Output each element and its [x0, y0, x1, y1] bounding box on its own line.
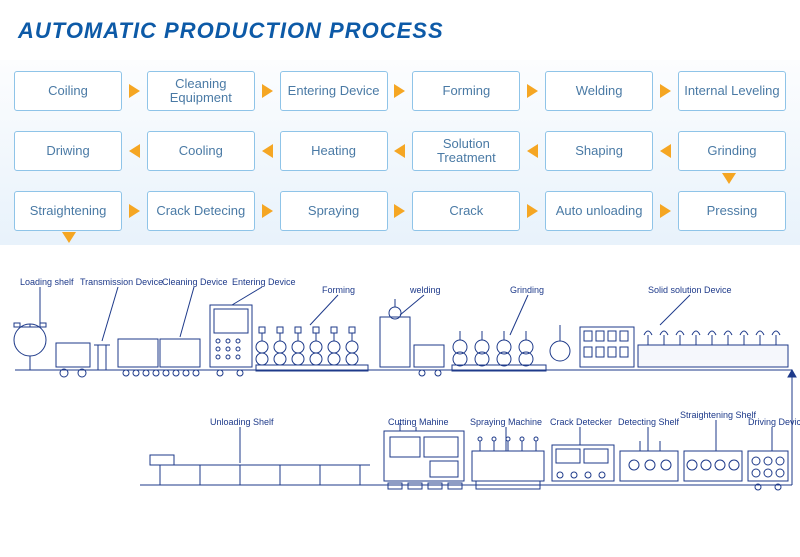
flowchart-area: Coiling Cleaning Equipment Entering Device…	[0, 60, 800, 245]
flow-row: Coiling Cleaning Equipment Entering Device…	[14, 70, 786, 112]
flow-row: Straightening Crack Detecing Spraying Crack…	[14, 190, 786, 232]
arrow-left-icon	[129, 144, 140, 158]
machine-label: Cleaning Device	[162, 277, 228, 287]
arrow-left-icon	[394, 144, 405, 158]
machine-label: Detecting Shelf	[618, 417, 679, 427]
arrow-right-icon	[527, 84, 538, 98]
process-box: Pressing	[678, 191, 786, 231]
process-box: Welding	[545, 71, 653, 111]
arrow-left-icon	[262, 144, 273, 158]
arrow-right-icon	[129, 204, 140, 218]
arrow-down-icon	[722, 173, 736, 191]
arrow-down-icon	[62, 232, 76, 250]
machine-label: Loading shelf	[20, 277, 74, 287]
arrow-right-icon	[394, 204, 405, 218]
machine-label: Unloading Shelf	[210, 417, 274, 427]
process-box: Crack	[412, 191, 520, 231]
arrow-right-icon	[129, 84, 140, 98]
process-box: Driwing	[14, 131, 122, 171]
arrow-right-icon	[660, 84, 671, 98]
machine-label: Grinding	[510, 285, 544, 295]
machine-label: welding	[410, 285, 441, 295]
machine-label: Forming	[322, 285, 355, 295]
page-title: AUTOMATIC PRODUCTION PROCESS	[0, 0, 800, 44]
flow-row: Driwing Cooling Heating Solution Treatment S…	[14, 130, 786, 172]
schematic-diagram: Loading shelf Transmission DeviceCleaning…	[0, 255, 800, 555]
process-box: Solution Treatment	[412, 131, 520, 171]
arrow-right-icon	[262, 204, 273, 218]
process-box: Entering Device	[280, 71, 388, 111]
process-box: Coiling	[14, 71, 122, 111]
process-box: Forming	[412, 71, 520, 111]
arrow-right-icon	[394, 84, 405, 98]
process-box: Cleaning Equipment	[147, 71, 255, 111]
machine-label: Solid solution Device	[648, 285, 732, 295]
process-box: Auto unloading	[545, 191, 653, 231]
machinery-drawing	[0, 255, 800, 555]
process-box: Internal Leveling	[678, 71, 786, 111]
machine-label: Straightening Shelf	[680, 410, 756, 420]
machine-label: Crack Detecker	[550, 417, 612, 427]
process-box: Grinding	[678, 131, 786, 171]
process-box: Heating	[280, 131, 388, 171]
arrow-right-icon	[660, 204, 671, 218]
arrow-right-icon	[527, 204, 538, 218]
process-box: Straightening	[14, 191, 122, 231]
machine-label: Entering Device	[232, 277, 296, 287]
process-box: Spraying	[280, 191, 388, 231]
machine-label: Spraying Machine	[470, 417, 542, 427]
machine-label: Cutting Mahine	[388, 417, 449, 427]
machine-label: Driving Device	[748, 417, 800, 427]
arrow-left-icon	[660, 144, 671, 158]
process-box: Cooling	[147, 131, 255, 171]
arrow-right-icon	[262, 84, 273, 98]
process-box: Shaping	[545, 131, 653, 171]
process-box: Crack Detecing	[147, 191, 255, 231]
arrow-left-icon	[527, 144, 538, 158]
machine-label: Transmission Device	[80, 277, 163, 287]
